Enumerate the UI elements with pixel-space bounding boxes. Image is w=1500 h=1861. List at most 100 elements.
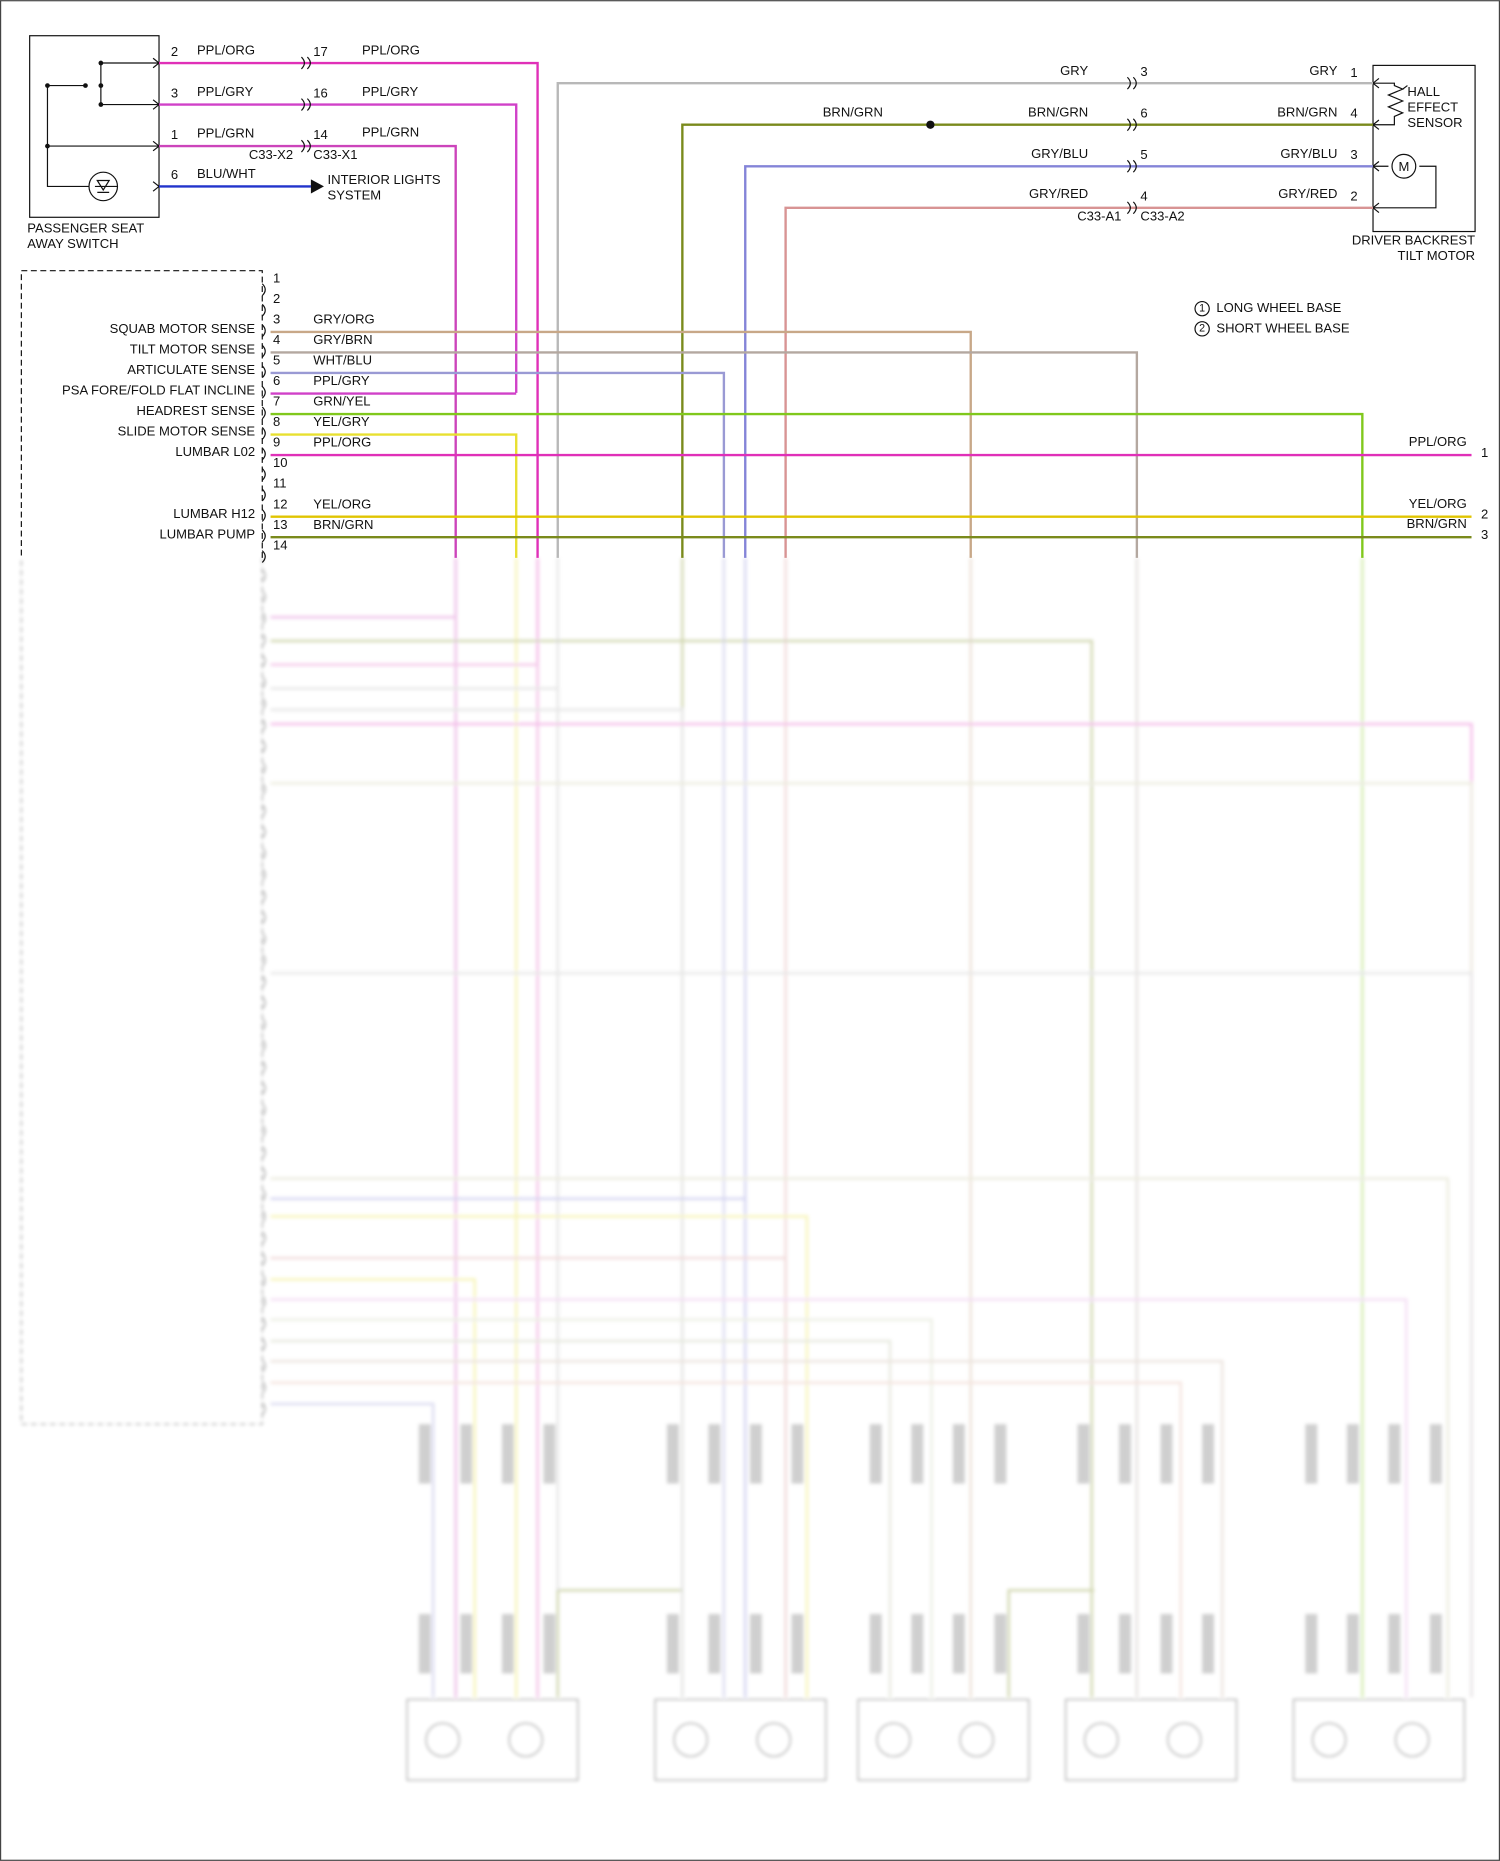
pin-function: LUMBAR PUMP — [159, 526, 255, 541]
connector-block — [418, 1424, 431, 1484]
wire-label: PPL/GRY — [197, 84, 254, 99]
connector — [261, 1060, 266, 1074]
connector — [261, 1402, 266, 1416]
connector-block — [1388, 1424, 1401, 1484]
connector — [261, 529, 266, 543]
connector — [261, 761, 266, 775]
connector — [261, 1274, 266, 1287]
pin-number: 5 — [273, 353, 280, 368]
connector — [261, 1081, 266, 1095]
wire-label: GRY/RED — [1278, 186, 1337, 201]
connector — [261, 1381, 266, 1394]
connector-block — [791, 1424, 804, 1484]
connector — [261, 889, 266, 903]
component-symbol — [756, 1722, 791, 1758]
wire-label: PPL/GRY — [362, 84, 419, 99]
sensor-label: EFFECT — [1407, 100, 1458, 115]
pin-number: 12 — [273, 496, 288, 511]
connector-block — [501, 1614, 514, 1674]
wire — [270, 330, 972, 558]
connector-name: C33-X2 — [249, 147, 293, 162]
connector — [261, 868, 266, 882]
connector-block — [1305, 1614, 1318, 1674]
pin-function: TILT MOTOR SENSE — [130, 342, 256, 357]
pin-number: 1 — [171, 127, 178, 142]
legend-marker — [1194, 321, 1210, 337]
wire — [744, 165, 1374, 558]
connector-block — [952, 1424, 965, 1484]
connector — [261, 1039, 266, 1052]
wire — [270, 639, 1093, 1698]
component-symbol — [673, 1722, 708, 1758]
pin-number: 7 — [273, 394, 280, 409]
wire — [270, 1318, 933, 1698]
wire-label: BLU/WHT — [197, 166, 256, 181]
wire — [159, 144, 457, 558]
connector — [261, 385, 266, 399]
connector — [261, 1316, 266, 1330]
component-symbol — [1167, 1722, 1202, 1758]
pin-number: 2 — [273, 291, 280, 306]
wire-label: GRY — [1060, 63, 1088, 78]
connector-block — [708, 1614, 721, 1674]
connector — [261, 569, 266, 583]
wire — [159, 61, 539, 558]
component-box — [1292, 1698, 1465, 1781]
connector-block — [1077, 1424, 1090, 1484]
component-symbol — [1394, 1722, 1430, 1758]
connector — [300, 98, 311, 111]
connector-block — [1346, 1614, 1359, 1674]
wire — [270, 708, 684, 1698]
connector — [261, 1231, 266, 1245]
connector — [261, 283, 266, 297]
wire-label: YEL/ORG — [1409, 496, 1467, 511]
wire-label: PPL/GRN — [362, 124, 419, 139]
component-symbol — [959, 1722, 994, 1758]
connector — [261, 911, 266, 924]
connector — [261, 718, 266, 732]
pin-number: 2 — [1350, 189, 1357, 204]
connector-block — [543, 1424, 556, 1484]
connector — [261, 590, 266, 604]
connector-block — [418, 1614, 431, 1674]
connector-block — [460, 1614, 473, 1674]
connector — [261, 654, 266, 668]
wire — [270, 1177, 1449, 1698]
pin-number: 9 — [273, 435, 280, 450]
wire-label: GRY/BRN — [313, 332, 372, 347]
connector — [261, 740, 266, 753]
wire-label: GRY/ORG — [313, 312, 374, 327]
connector-block — [1119, 1614, 1131, 1674]
wire — [784, 206, 1374, 558]
connector — [261, 612, 266, 625]
connector-block — [952, 1614, 965, 1674]
pin-number: 4 — [1350, 105, 1357, 120]
connector-block — [1429, 1614, 1442, 1674]
connector — [261, 1124, 266, 1138]
connector-block — [501, 1424, 514, 1484]
pin-number: 6 — [273, 373, 280, 388]
pin-function: PSA FORE/FOLD FLAT INCLINE — [62, 383, 255, 398]
connector — [261, 1252, 266, 1266]
connector — [261, 1338, 266, 1352]
connector — [261, 1103, 266, 1117]
connector — [261, 633, 266, 647]
connector — [261, 1359, 266, 1373]
connector-block — [750, 1614, 762, 1674]
pin-number: 2 — [1481, 507, 1488, 522]
connector — [261, 427, 266, 440]
sensor-label: HALL — [1407, 84, 1440, 99]
component-label: TILT MOTOR — [1398, 248, 1476, 263]
wire-label: BRN/GRN — [1277, 104, 1337, 119]
connector-name: C33-A1 — [1077, 209, 1121, 224]
obscured-area — [20, 557, 1473, 1781]
connector-block — [1119, 1424, 1131, 1484]
connector-block — [911, 1614, 924, 1674]
component-box — [1065, 1698, 1238, 1781]
wire-label: PPL/ORG — [362, 43, 420, 58]
wire-label: GRY/BLU — [1280, 146, 1337, 161]
wire-label: GRY/BLU — [1031, 146, 1088, 161]
wire — [270, 1339, 892, 1698]
connector-block — [1346, 1424, 1359, 1484]
